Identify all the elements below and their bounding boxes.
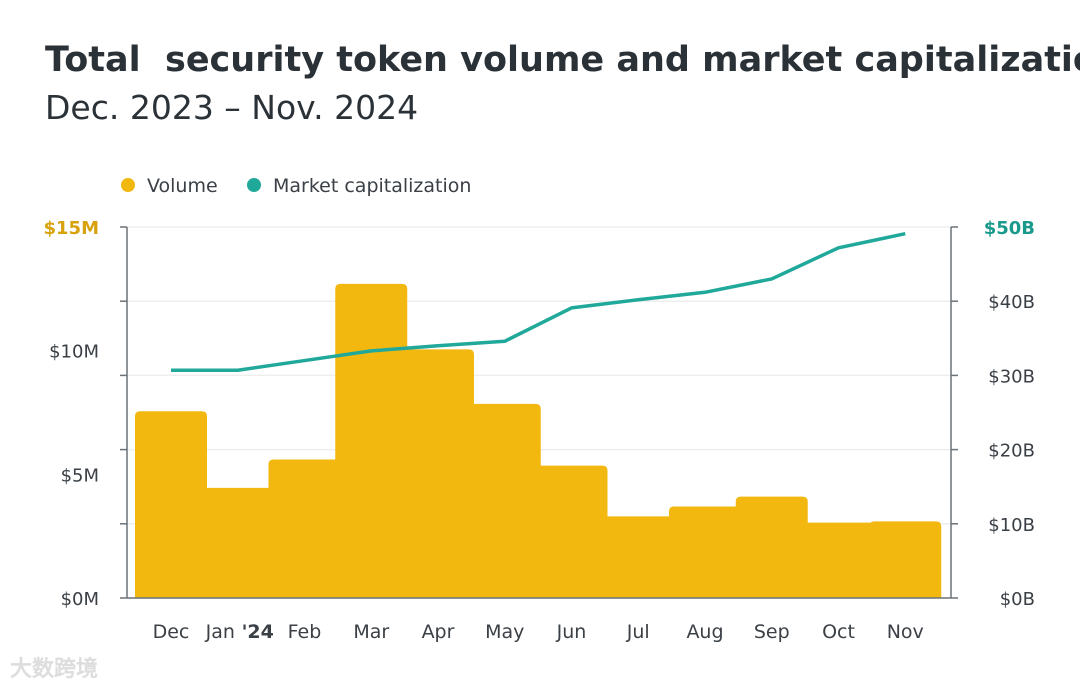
x-tick-label: Feb [288, 621, 322, 643]
right-tick-label: $0B [1000, 589, 1035, 610]
left-tick-label: $15M [44, 218, 100, 239]
volume-bar [335, 283, 408, 598]
volume-bar [602, 516, 675, 598]
volume-bar [268, 459, 341, 598]
x-tick-label: Aug [686, 621, 723, 643]
x-tick-label: Sep [754, 621, 790, 643]
x-tick-label: Jul [626, 621, 650, 643]
x-tick-label: Dec [153, 621, 190, 643]
x-tick-label: Jan '24 [205, 621, 274, 643]
x-tick-label: May [485, 621, 524, 643]
volume-bar [669, 506, 741, 598]
volume-bar [201, 487, 274, 598]
left-tick-label: $5M [61, 465, 99, 486]
volume-bar [802, 522, 875, 598]
right-tick-label: $50B [984, 218, 1035, 239]
x-tick-label: Apr [422, 621, 455, 643]
volume-bar [735, 496, 808, 598]
x-tick-label: Mar [353, 621, 389, 643]
market-cap-line [171, 231, 906, 372]
volume-bar [535, 465, 608, 598]
year-marker: '24 [235, 621, 274, 643]
left-tick-label: $10M [49, 342, 99, 363]
right-tick-label: $20B [988, 441, 1035, 462]
volume-bar [402, 349, 474, 598]
legend-volume-marker [121, 178, 135, 192]
right-tick-label: $40B [988, 292, 1035, 313]
x-tick-label: Nov [887, 621, 924, 643]
left-tick-label: $0M [61, 589, 99, 610]
x-tick-label: Jun [556, 621, 587, 643]
volume-bar [468, 403, 541, 598]
right-tick-label: $30B [988, 366, 1035, 387]
right-tick-label: $10B [988, 515, 1035, 536]
volume-bar [869, 521, 942, 598]
legend-market-cap-marker [247, 178, 261, 192]
chart-title: Total security token volume and market c… [45, 40, 1080, 80]
x-tick-label: Oct [822, 621, 855, 643]
legend-volume-label: Volume [147, 175, 218, 197]
volume-bar [135, 411, 207, 598]
chart-subtitle: Dec. 2023 – Nov. 2024 [45, 88, 419, 127]
legend-market-cap-label: Market capitalization [273, 175, 471, 197]
watermark: 大数跨境 [10, 657, 99, 682]
